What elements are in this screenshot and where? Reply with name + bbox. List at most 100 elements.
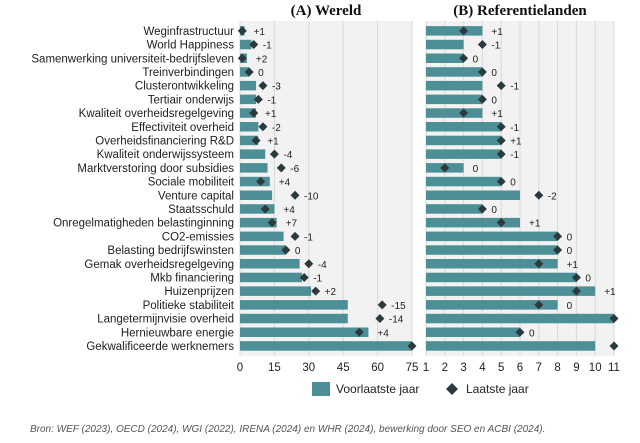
bar-voorlaatste-jaar bbox=[426, 190, 520, 200]
marker-laatste-jaar bbox=[304, 259, 314, 269]
bar-voorlaatste-jaar bbox=[240, 286, 312, 296]
x-tick-label: 6 bbox=[517, 362, 523, 374]
bar-voorlaatste-jaar bbox=[240, 190, 273, 200]
x-tick-label: 2 bbox=[442, 362, 448, 374]
category-label: World Happiness bbox=[147, 40, 235, 52]
data-label: -10 bbox=[304, 191, 319, 202]
bar-voorlaatste-jaar bbox=[426, 327, 520, 337]
bar-voorlaatste-jaar bbox=[426, 108, 483, 118]
category-label: Samenwerking universiteit-bedrijfsleven bbox=[31, 53, 234, 65]
x-tick-label: 4 bbox=[479, 362, 486, 374]
panel-referentielanden: (B) Referentielanden 1 2 3 4 5 6 7 8 9 10 11 +1 -1 0 0 -… bbox=[423, 3, 620, 374]
data-label: +7 bbox=[286, 219, 298, 230]
bar-voorlaatste-jaar bbox=[240, 300, 348, 310]
marker-laatste-jaar bbox=[440, 163, 450, 173]
marker-laatste-jaar bbox=[290, 231, 300, 241]
bar-voorlaatste-jaar bbox=[426, 26, 483, 36]
marker-laatste-jaar bbox=[496, 135, 506, 145]
data-label: -2 bbox=[272, 123, 281, 134]
category-label: Gemak overheidsregelgeving bbox=[84, 259, 234, 271]
marker-laatste-jaar bbox=[237, 53, 247, 63]
bar-voorlaatste-jaar bbox=[240, 176, 270, 187]
marker-laatste-jaar bbox=[534, 190, 544, 200]
category-label: Treinverbindingen bbox=[142, 67, 234, 79]
marker-laatste-jaar bbox=[375, 314, 385, 324]
data-label: 0 bbox=[567, 246, 573, 257]
bar-voorlaatste-jaar bbox=[426, 341, 596, 351]
category-label: Weginfrastructuur bbox=[143, 26, 234, 38]
marker-laatste-jaar bbox=[311, 286, 321, 296]
legend-bar-swatch bbox=[312, 382, 330, 396]
x-tick-label: 9 bbox=[573, 362, 579, 374]
data-label: 0 bbox=[295, 246, 301, 257]
data-label: +1 bbox=[567, 260, 579, 271]
legend-bar-label: Voorlaatste jaar bbox=[336, 382, 419, 396]
data-label: +1 bbox=[510, 136, 522, 147]
marker-laatste-jaar bbox=[377, 300, 387, 310]
bar-voorlaatste-jaar bbox=[240, 163, 268, 173]
data-label: +2 bbox=[256, 54, 268, 65]
bar-voorlaatste-jaar bbox=[240, 217, 277, 228]
bar-voorlaatste-jaar bbox=[426, 149, 502, 159]
category-label: Effectiviteit overheid bbox=[131, 122, 234, 134]
data-label: -1 bbox=[263, 41, 272, 52]
x-tick-label: 15 bbox=[268, 362, 281, 374]
bar-voorlaatste-jaar bbox=[426, 231, 558, 242]
data-label: -1 bbox=[491, 41, 500, 52]
bar-voorlaatste-jaar bbox=[426, 286, 596, 296]
bar-voorlaatste-jaar bbox=[426, 80, 483, 91]
category-label: CO2-emissies bbox=[162, 231, 234, 243]
marker-laatste-jaar bbox=[459, 108, 469, 118]
marker-laatste-jaar bbox=[496, 81, 506, 91]
marker-laatste-jaar bbox=[276, 163, 286, 173]
panel-wereld: (A) Wereld 0 15 30 45 60 75 Weginfrastructuur +1… bbox=[31, 3, 418, 374]
marker-laatste-jaar bbox=[459, 53, 469, 63]
bar-voorlaatste-jaar bbox=[240, 231, 284, 242]
data-label: -3 bbox=[272, 82, 281, 93]
bar-voorlaatste-jaar bbox=[426, 94, 483, 105]
bar-voorlaatste-jaar bbox=[426, 313, 614, 324]
data-label: +2 bbox=[325, 287, 337, 298]
category-label: Sociale mobiliteit bbox=[148, 177, 235, 189]
data-label: -14 bbox=[389, 315, 404, 326]
marker-laatste-jaar bbox=[249, 40, 259, 50]
marker-laatste-jaar bbox=[496, 149, 506, 159]
x-tick-label: 0 bbox=[237, 362, 243, 374]
x-tick-label: 60 bbox=[371, 362, 384, 374]
marker-laatste-jaar bbox=[258, 81, 268, 91]
marker-laatste-jaar bbox=[354, 327, 364, 337]
x-tick-label: 45 bbox=[337, 362, 350, 374]
data-label: 0 bbox=[529, 328, 535, 339]
category-label: Politieke stabiliteit bbox=[143, 300, 235, 312]
category-label: Staatsschuld bbox=[168, 204, 234, 216]
data-label: 0 bbox=[585, 273, 591, 284]
data-label: -2 bbox=[548, 191, 557, 202]
marker-laatste-jaar bbox=[253, 94, 263, 104]
category-label: Venture capital bbox=[158, 190, 234, 202]
marker-laatste-jaar bbox=[299, 272, 309, 282]
marker-laatste-jaar bbox=[609, 314, 619, 324]
marker-laatste-jaar bbox=[251, 135, 261, 145]
bar-voorlaatste-jaar bbox=[240, 122, 259, 132]
marker-laatste-jaar bbox=[258, 122, 268, 132]
legend: Voorlaatste jaar Laatste jaar bbox=[312, 382, 529, 396]
bar-voorlaatste-jaar bbox=[426, 300, 558, 310]
bar-voorlaatste-jaar bbox=[240, 135, 259, 146]
marker-laatste-jaar bbox=[553, 231, 563, 241]
data-label: -15 bbox=[391, 301, 406, 312]
bar-voorlaatste-jaar bbox=[240, 67, 250, 77]
category-label: Belasting bedrijfswinsten bbox=[107, 245, 234, 257]
category-label: Marktverstoring door subsidies bbox=[77, 163, 234, 175]
category-label: Gekwalificeerde werknemers bbox=[86, 341, 234, 353]
x-tick-label: 10 bbox=[589, 362, 602, 374]
category-label: Kwaliteit overheidsregelgeving bbox=[79, 108, 234, 120]
marker-laatste-jaar bbox=[267, 218, 277, 228]
data-label: 0 bbox=[473, 164, 479, 175]
bar-voorlaatste-jaar bbox=[240, 94, 257, 105]
marker-laatste-jaar bbox=[534, 300, 544, 310]
marker-laatste-jaar bbox=[459, 26, 469, 36]
marker-laatste-jaar bbox=[249, 108, 259, 118]
bar-voorlaatste-jaar bbox=[240, 313, 348, 324]
bar-voorlaatste-jaar bbox=[240, 39, 252, 50]
bar-voorlaatste-jaar bbox=[426, 272, 577, 283]
